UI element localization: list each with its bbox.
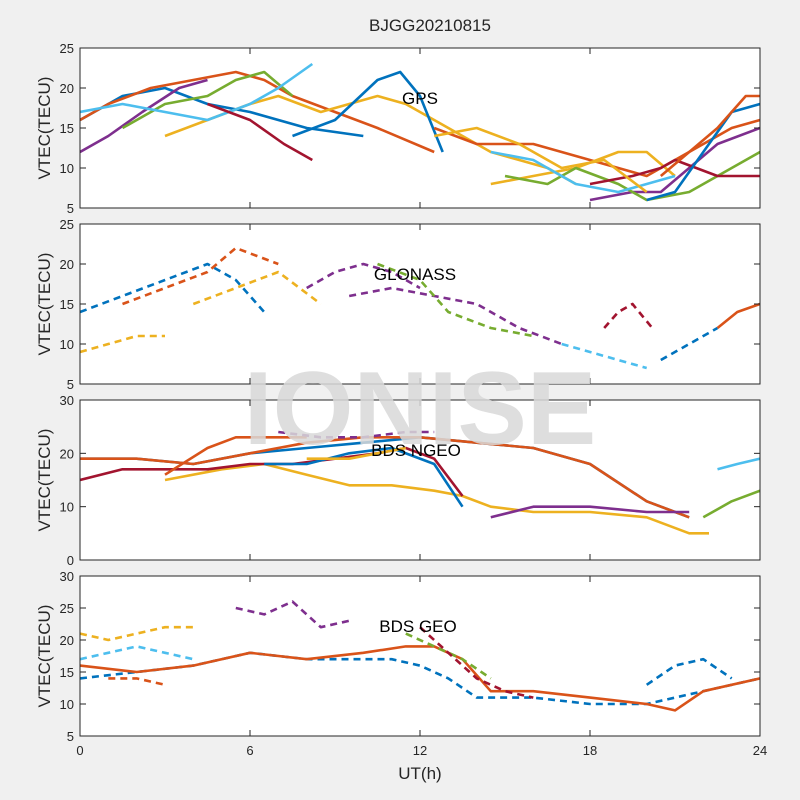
watermark: IONISE [244,351,597,467]
y-tick-label: 20 [60,81,74,96]
series-line [164,462,709,535]
series-line [306,262,421,290]
series-line [80,78,208,154]
y-tick-label: 25 [60,217,74,232]
y-tick-label: 10 [60,697,74,712]
series-line [292,70,444,153]
panel-3: 0 10 20 30 VTEC(TECU) BDS NGEO [35,393,761,568]
series-line [121,70,294,130]
y-tick-label: 5 [67,377,74,392]
plot-area [80,576,760,736]
series-line [716,302,760,330]
series-line [646,102,760,202]
series-line [561,342,648,370]
figure-title: BJGG20210815 [369,16,491,35]
plot-area [80,48,760,208]
series-line [122,246,279,306]
series-line [306,446,407,461]
panels: 5 10 15 20 25 VTEC(TECU) GPS 5 10 15 20 25 VTEC(TECU… [35,41,767,758]
series-line [278,430,435,439]
panel-title: GPS [402,89,438,108]
y-tick-label: 0 [67,553,74,568]
y-tick-label: 15 [60,297,74,312]
series-group [80,62,760,202]
y-tick-label: 5 [67,201,74,216]
x-tick-label: 18 [583,743,597,758]
y-tick-label: 15 [60,665,74,680]
series-line [405,632,492,680]
y-tick-label: 20 [60,446,74,461]
series-line [164,435,307,476]
series-line [235,600,350,629]
series-line [80,625,194,642]
series-line [419,626,534,699]
series-line [645,657,733,686]
y-tick-label: 5 [67,729,74,744]
plot-area [80,400,760,560]
series-line [490,505,690,519]
series-group [80,600,760,712]
y-tick-label: 20 [60,257,74,272]
y-axis-label: VTEC(TECU) [35,605,54,708]
y-tick-label: 30 [60,393,74,408]
series-line [504,150,760,202]
series-line [108,677,166,687]
series-line [702,489,760,519]
y-tick-label: 25 [60,41,74,56]
series-line [80,262,266,314]
series-line [603,302,654,329]
y-tick-label: 10 [60,337,74,352]
series-group [80,246,760,370]
x-tick-label: 24 [753,743,767,758]
series-line [80,645,194,661]
series-line [80,334,165,354]
y-tick-label: 10 [60,161,74,176]
y-axis-label: VTEC(TECU) [35,77,54,180]
panel-title: BDS NGEO [371,441,461,460]
series-line [348,286,563,346]
panel-title: GLONASS [374,265,456,284]
y-tick-label: 25 [60,601,74,616]
panel-4: 5 10 15 20 25 30 0 6 12 18 24 VTEC(TECU) BDS GEO [35,569,767,758]
series-line [589,126,760,202]
series-group [80,430,760,535]
y-axis-label: VTEC(TECU) [35,253,54,356]
y-tick-label: 20 [60,633,74,648]
x-tick-label: 12 [413,743,427,758]
series-line [377,262,534,338]
series-line [207,102,313,162]
y-tick-label: 10 [60,500,74,515]
series-line [659,94,760,177]
panel-2: 5 10 15 20 25 VTEC(TECU) GLONASS [35,217,761,392]
y-tick-label: 30 [60,569,74,584]
series-line [80,62,314,122]
x-axis-label: UT(h) [398,764,441,783]
y-axis-label: VTEC(TECU) [35,429,54,532]
y-tick-label: 15 [60,121,74,136]
series-line [660,326,719,362]
series-line [717,457,760,471]
panel-title: BDS GEO [379,617,456,636]
x-tick-label: 6 [246,743,253,758]
series-line [490,150,676,194]
x-tick-label: 0 [76,743,83,758]
series-line [433,126,648,194]
panel-1: 5 10 15 20 25 VTEC(TECU) GPS [35,41,761,216]
series-line [490,150,676,186]
series-line [433,118,760,178]
series-line [264,446,464,508]
